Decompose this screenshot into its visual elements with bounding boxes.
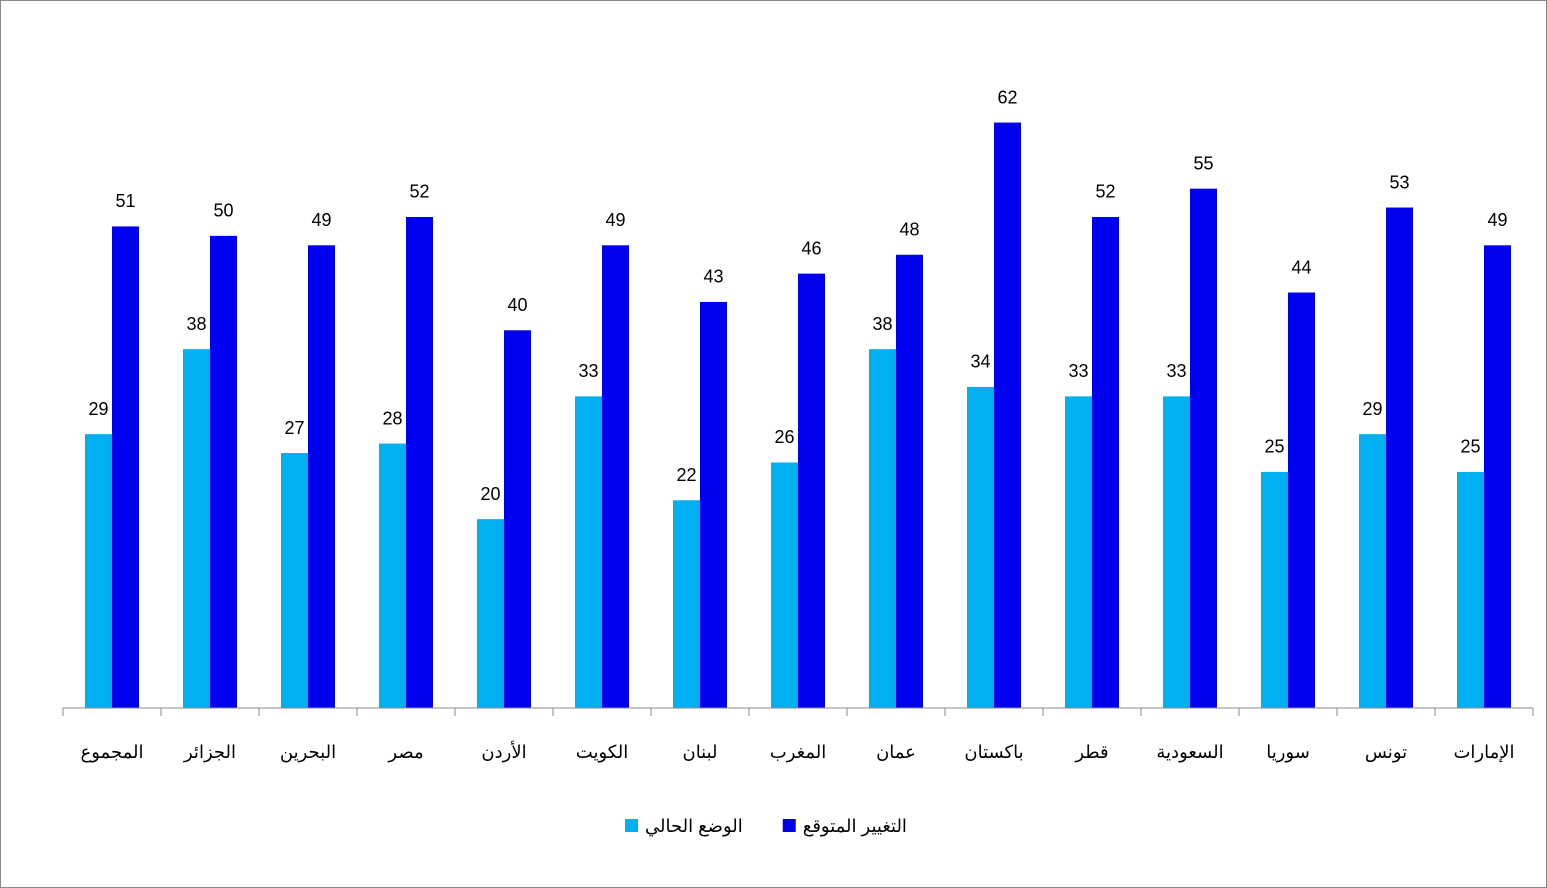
data-label: 50 [213,201,233,221]
bar [967,387,994,708]
data-label: 29 [88,399,108,419]
data-label: 33 [578,361,598,381]
data-label: 53 [1389,172,1409,192]
bar [1457,472,1484,708]
bar [1288,293,1315,708]
data-label: 33 [1166,361,1186,381]
bar [281,453,308,708]
data-label: 62 [997,87,1017,107]
data-label: 48 [899,219,919,239]
bar [112,226,139,708]
chart: 29 51 المجموع 38 50 الجزائر 27 49 البحرين 28 52 مصر… [0,0,1547,888]
legend-label: التغيير المتوقع [803,816,907,837]
bar [1065,396,1092,708]
x-tick-label: المجموع [81,742,144,763]
data-label: 44 [1291,257,1311,277]
data-label: 40 [507,295,527,315]
data-label: 20 [480,484,500,504]
data-label: 46 [801,238,821,258]
x-tick-label: لبنان [682,742,717,762]
data-label: 52 [409,182,429,202]
x-tick-label: السعودية [1156,742,1223,763]
x-tick-label: مصر [387,742,423,763]
bar [477,519,504,708]
bar [1261,472,1288,708]
bar [1386,208,1413,708]
x-tick-label: الجزائر [183,742,236,763]
bar [1359,434,1386,708]
data-label: 49 [605,210,625,230]
data-label: 43 [703,267,723,287]
bar [700,302,727,708]
data-label: 26 [774,427,794,447]
x-tick-label: باكستان [964,742,1023,762]
x-tick-label: عمان [876,742,916,762]
data-label: 51 [115,191,135,211]
x-tick-label: سوريا [1266,742,1310,763]
bar [210,236,237,708]
bar [798,274,825,708]
bar [1484,245,1511,708]
data-label: 38 [872,314,892,334]
data-label: 28 [382,408,402,428]
data-label: 25 [1460,437,1480,457]
bar [869,349,896,708]
bar [896,255,923,708]
bar [771,462,798,708]
data-label: 34 [970,352,990,372]
x-tick-label: قطر [1074,742,1108,763]
legend-label: الوضع الحالي [645,816,743,837]
bar [183,349,210,708]
bar [1092,217,1119,708]
x-tick-label: الأردن [481,741,526,762]
data-label: 25 [1264,437,1284,457]
x-tick-label: الكويت [576,742,628,763]
bar [406,217,433,708]
x-tick-label: الإمارات [1453,742,1514,762]
data-label: 49 [311,210,331,230]
bar [379,444,406,708]
data-label: 55 [1193,153,1213,173]
data-label: 29 [1362,399,1382,419]
data-label: 22 [676,465,696,485]
bar [1190,189,1217,708]
legend-swatch [625,819,638,832]
x-tick-label: البحرين [280,742,336,763]
data-label: 33 [1068,361,1088,381]
bar [85,434,112,708]
data-label: 52 [1095,182,1115,202]
data-label: 27 [284,418,304,438]
bar [673,500,700,708]
bar [994,123,1021,708]
x-tick-label: المغرب [770,742,826,763]
bar [1163,396,1190,708]
bar [308,245,335,708]
x-tick-label: تونس [1365,742,1407,763]
data-label: 49 [1487,210,1507,230]
data-label: 38 [186,314,206,334]
legend-swatch [783,819,796,832]
bar [504,330,531,708]
bar [602,245,629,708]
bar [575,396,602,708]
